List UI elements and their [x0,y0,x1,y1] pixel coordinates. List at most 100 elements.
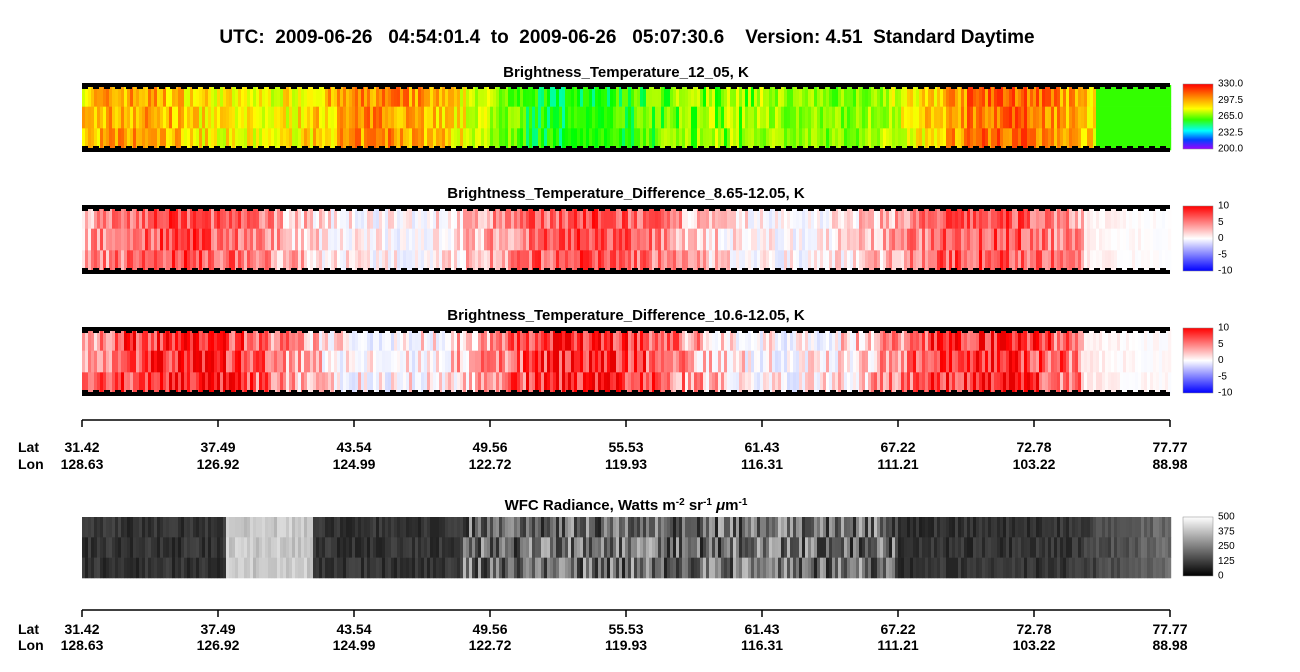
swath-pixel [481,350,485,373]
swath-pixel [748,250,752,273]
swath-pixel [205,329,209,351]
swath-pixel [415,207,419,229]
swath-pixel [706,372,710,395]
swath-pixel [553,517,557,538]
lon-label: 128.63 [61,456,104,472]
swath-pixel [880,372,884,395]
swath-pixel [88,372,92,395]
swath-pixel [736,557,740,579]
swath-pixel [673,517,677,538]
swath-pixel [1003,372,1007,395]
swath-pixel [1048,350,1052,373]
swath-pixel [946,372,950,395]
swath-pixel [1078,85,1082,107]
swath-pixel [550,250,554,273]
swath-pixel [175,517,179,538]
swath-pixel [625,85,629,107]
swath-pixel [376,329,380,351]
swath-pixel [139,85,143,107]
swath-pixel [814,372,818,395]
swath-pixel [154,537,158,558]
swath-pixel [1042,228,1046,251]
swath-pixel [337,250,341,273]
swath-pixel [1123,228,1127,251]
swath-pixel [1114,106,1118,129]
swath-pixel [1060,128,1064,151]
swath-pixel [754,250,758,273]
swath-pixel [484,228,488,251]
swath-pixel [298,85,302,107]
swath-pixel [1114,228,1118,251]
swath-pixel [280,329,284,351]
swath-pixel [178,106,182,129]
swath-pixel [673,557,677,579]
swath-pixel [646,372,650,395]
swath-pixel [739,557,743,579]
swath-pixel [562,517,566,538]
swath-pixel [1033,557,1037,579]
swath-pixel [856,329,860,351]
swath-pixel [352,557,356,579]
swath-pixel [742,372,746,395]
swath-pixel [178,329,182,351]
swath-pixel [220,517,224,538]
swath-pixel [418,85,422,107]
swath-pixel [391,85,395,107]
swath-pixel [454,207,458,229]
swath-pixel [781,350,785,373]
swath-pixel [502,207,506,229]
swath-pixel [433,106,437,129]
swath-pixel [397,517,401,538]
swath-pixel [736,85,740,107]
swath-pixel [475,128,479,151]
swath-pixel [877,85,881,107]
swath-pixel [1156,106,1160,129]
swath-pixel [217,350,221,373]
swath-pixel [115,128,119,151]
swath-pixel [580,517,584,538]
swath-pixel [1060,329,1064,351]
swath-pixel [184,128,188,151]
swath-pixel [190,228,194,251]
swath-pixel [127,329,131,351]
swath-pixel [211,85,215,107]
swath-pixel [130,537,134,558]
swath-pixel [871,106,875,129]
swath-pixel [145,106,149,129]
swath-pixel [106,85,110,107]
swath-pixel [349,350,353,373]
swath-pixel [1150,350,1154,373]
swath-pixel [862,250,866,273]
swath-pixel [1093,207,1097,229]
swath-pixel [499,350,503,373]
swath-pixel [619,537,623,558]
swath-pixel [880,250,884,273]
swath-pixel [208,517,212,538]
swath-pixel [847,350,851,373]
swath-pixel [850,250,854,273]
swath-pixel [664,250,668,273]
swath-pixel [628,228,632,251]
swath-pixel [472,517,476,538]
swath-pixel [598,350,602,373]
swath-pixel [523,372,527,395]
swath-pixel [682,372,686,395]
swath-pixel [736,537,740,558]
swath-pixel [451,250,455,273]
swath-pixel [586,557,590,579]
swath-pixel [724,350,728,373]
swath-pixel [691,250,695,273]
swath-pixel [763,85,767,107]
swath-pixel [421,106,425,129]
swath-pixel [109,228,113,251]
colorbar-label: 330.0 [1218,79,1243,90]
swath-pixel [124,207,128,229]
swath-pixel [706,85,710,107]
swath-pixel [1078,350,1082,373]
swath-pixel [1072,207,1076,229]
swath-pixel [1069,250,1073,273]
swath-pixel [118,329,122,351]
swath-pixel [988,557,992,579]
swath-pixel [640,372,644,395]
swath-pixel [763,207,767,229]
